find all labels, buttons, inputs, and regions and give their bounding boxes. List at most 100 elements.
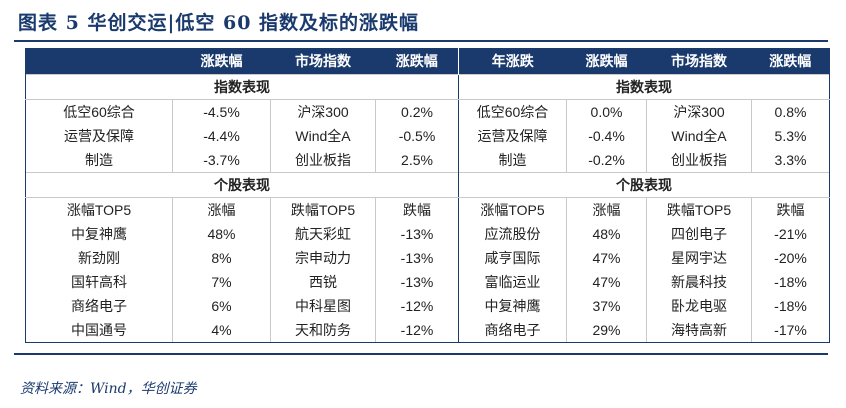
table-row: 运营及保障 -4.4% Wind全A -0.5% 运营及保障 -0.4% Win…: [25, 124, 830, 148]
table-cell: 低空60综合: [25, 99, 173, 124]
table-cell: 海特高新: [646, 318, 752, 343]
table-cell: 卧龙电驱: [646, 294, 752, 318]
table-cell: -4.4%: [172, 124, 271, 148]
header-cell: 涨跌幅: [566, 48, 647, 75]
table-cell: 跌幅: [751, 197, 830, 222]
table-cell: 制造: [25, 148, 173, 173]
table-header-row: 涨跌幅 市场指数 涨跌幅 年涨跌 涨跌幅 市场指数 涨跌幅: [25, 48, 830, 75]
table-cell: Wind全A: [646, 124, 752, 148]
table-row: 商络电子 6% 中科星图 -12% 中复神鹰 37% 卧龙电驱 -18%: [25, 294, 830, 318]
table-cell: 运营及保障: [25, 124, 173, 148]
table-cell: 运营及保障: [477, 128, 548, 144]
header-cell: 涨跌幅: [172, 48, 271, 75]
table-cell: 咸亨国际: [484, 250, 541, 266]
table-cell: -3.7%: [172, 148, 271, 173]
table-cell: -0.2%: [566, 148, 647, 173]
section-label: 指数表现: [458, 74, 830, 100]
table-cell: -21%: [751, 222, 830, 246]
table-cell: -13%: [375, 222, 459, 246]
table-cell: 航天彩虹: [270, 222, 376, 246]
header-cell: 涨跌幅: [751, 48, 830, 75]
table-cell: 5.3%: [751, 124, 830, 148]
table-cell: 西锐: [270, 270, 376, 294]
table-cell: 3.3%: [751, 148, 830, 173]
section-label: 个股表现: [25, 172, 459, 198]
source-note: 资料来源：Wind，华创证券: [20, 381, 197, 397]
section-row-stock: 个股表现 个股表现: [25, 172, 830, 198]
table-cell: 47%: [566, 270, 647, 294]
table-cell: 48%: [566, 222, 647, 246]
table-row: 制造 -3.7% 创业板指 2.5% 制造 -0.2% 创业板指 3.3%: [25, 148, 830, 173]
table-cell: 宗申动力: [270, 246, 376, 270]
table-cell: 创业板指: [270, 148, 376, 173]
table-cell: 48%: [172, 222, 271, 246]
header-cell: [25, 48, 173, 75]
table-cell: 沪深300: [270, 99, 376, 124]
table-cell: 制造: [498, 152, 527, 168]
table-cell: -17%: [751, 318, 830, 343]
table-cell: 涨幅TOP5: [25, 197, 173, 222]
table-cell: 新劲刚: [25, 246, 173, 270]
section-label: 个股表现: [458, 172, 830, 198]
table-cell: 37%: [566, 294, 647, 318]
table-cell: 国轩高科: [25, 270, 173, 294]
header-cell: 市场指数: [270, 48, 376, 75]
table-cell: 中复神鹰: [25, 222, 173, 246]
table-cell: 商络电子: [25, 294, 173, 318]
stock-subheader-row: 涨幅TOP5 涨幅 跌幅TOP5 跌幅 涨幅TOP5 涨幅 跌幅TOP5 跌幅: [25, 197, 830, 222]
table-cell: -13%: [375, 270, 459, 294]
table-cell: 天和防务: [270, 318, 376, 343]
table-cell: 6%: [172, 294, 271, 318]
table-cell: 0.0%: [566, 99, 647, 124]
header-cell: 涨跌幅: [375, 48, 459, 75]
table-cell: 涨幅: [566, 197, 647, 222]
table-row: 低空60综合 -4.5% 沪深300 0.2% 低空60综合 0.0% 沪深30…: [25, 99, 830, 124]
table-cell: 4%: [172, 318, 271, 343]
table-cell: 中科星图: [270, 294, 376, 318]
table-cell: -18%: [751, 270, 830, 294]
table-cell: 中国通号: [25, 318, 173, 343]
table-cell: -4.5%: [172, 99, 271, 124]
table-cell: -12%: [375, 294, 459, 318]
table-row: 中复神鹰 48% 航天彩虹 -13% 应流股份 48% 四创电子 -21%: [25, 222, 830, 246]
table-cell: -0.4%: [566, 124, 647, 148]
section-label: 指数表现: [25, 74, 459, 100]
header-cell: 年涨跌: [458, 48, 567, 75]
table-cell: 商络电子: [458, 318, 567, 343]
table-cell: 星网宇达: [646, 246, 752, 270]
top-rule: [14, 40, 828, 42]
table-cell: 47%: [566, 246, 647, 270]
table-cell: Wind全A: [270, 124, 376, 148]
table-cell: 富临运业: [484, 274, 541, 290]
table-cell: 跌幅TOP5: [270, 197, 376, 222]
table-cell: 涨幅: [172, 197, 271, 222]
table-cell: 7%: [172, 270, 271, 294]
table-cell: 跌幅TOP5: [646, 197, 752, 222]
table-cell: -13%: [375, 246, 459, 270]
bottom-rule: [14, 353, 828, 355]
table-cell: -18%: [751, 294, 830, 318]
table-row: 国轩高科 7% 西锐 -13% 富临运业 47% 新晨科技 -18%: [25, 270, 830, 294]
table-row: 中国通号 4% 天和防务 -12% 商络电子 29% 海特高新 -17%: [25, 318, 830, 343]
table-cell: 0.2%: [375, 99, 459, 124]
table-cell: 跌幅: [375, 197, 459, 222]
table-cell: 应流股份: [484, 226, 541, 242]
section-row-index: 指数表现 指数表现: [25, 74, 830, 100]
table-cell: 涨幅TOP5: [480, 202, 545, 218]
table-cell: 2.5%: [375, 148, 459, 173]
table-cell: 0.8%: [751, 99, 830, 124]
table-cell: -12%: [375, 318, 459, 343]
header-cell: 市场指数: [646, 48, 752, 75]
table-cell: 中复神鹰: [484, 298, 541, 314]
table-cell: -0.5%: [375, 124, 459, 148]
table-cell: 四创电子: [646, 222, 752, 246]
figure-title: 图表 5 华创交运|低空 60 指数及标的涨跌幅: [18, 12, 420, 34]
table-cell: 新晨科技: [646, 270, 752, 294]
table-row: 新劲刚 8% 宗申动力 -13% 咸亨国际 47% 星网宇达 -20%: [25, 246, 830, 270]
table-cell: 低空60综合: [476, 104, 549, 120]
table-cell: 沪深300: [646, 99, 752, 124]
performance-table: 涨跌幅 市场指数 涨跌幅 年涨跌 涨跌幅 市场指数 涨跌幅 指数表现 指数表现 …: [25, 48, 830, 343]
table-cell: 创业板指: [646, 148, 752, 173]
table-cell: 29%: [566, 318, 647, 343]
table-cell: -20%: [751, 246, 830, 270]
